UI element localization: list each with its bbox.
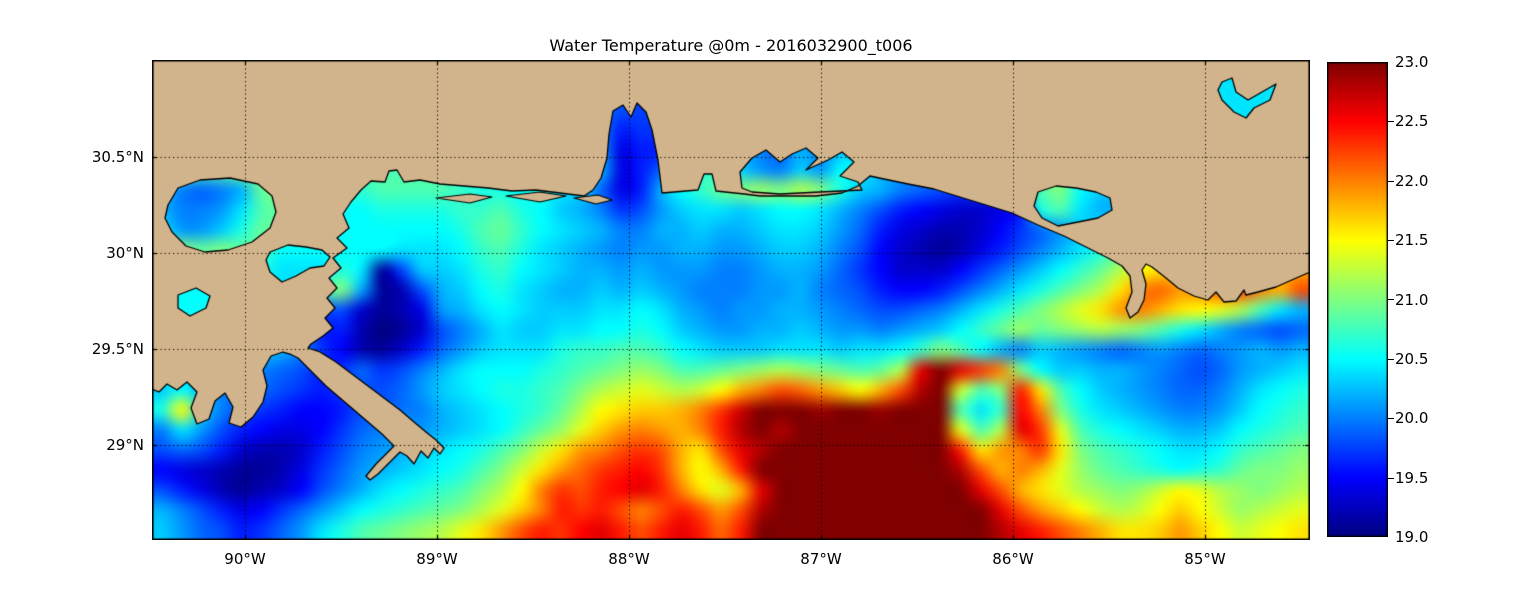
colorbar-label-22-5: 22.5 [1395,112,1429,130]
x-tick-label-90w: 90°W [224,550,266,568]
colorbar-label-19-5: 19.5 [1395,469,1429,487]
colorbar-tick [1388,121,1394,122]
colorbar-tick [1388,181,1394,182]
colorbar-label-22-0: 22.0 [1395,172,1429,190]
x-tick-label-87w: 87°W [800,550,842,568]
colorbar-tick [1388,418,1394,419]
colorbar-tick [1388,359,1394,360]
colorbar-label-19-0: 19.0 [1395,528,1429,546]
colorbar-tick [1388,240,1394,241]
y-tick-label-29n: 29°N [106,436,144,454]
colorbar [1327,62,1388,537]
colorbar-label-21-5: 21.5 [1395,231,1429,249]
colorbar-tick [1388,299,1394,300]
plot-title: Water Temperature @0m - 2016032900_t006 [549,36,913,55]
map-heatmap-plot [152,60,1310,540]
colorbar-tick [1388,478,1394,479]
x-tick-label-86w: 86°W [992,550,1034,568]
colorbar-label-20-5: 20.5 [1395,350,1429,368]
x-tick-label-88w: 88°W [608,550,650,568]
y-tick-label-30n: 30°N [106,244,144,262]
y-tick-label-30-5n: 30.5°N [91,148,144,166]
x-tick-label-85w: 85°W [1184,550,1226,568]
colorbar-label-23-0: 23.0 [1395,53,1429,71]
colorbar-label-21-0: 21.0 [1395,291,1429,309]
x-tick-label-89w: 89°W [416,550,458,568]
colorbar-label-20-0: 20.0 [1395,409,1429,427]
y-tick-label-29-5n: 29.5°N [91,340,144,358]
